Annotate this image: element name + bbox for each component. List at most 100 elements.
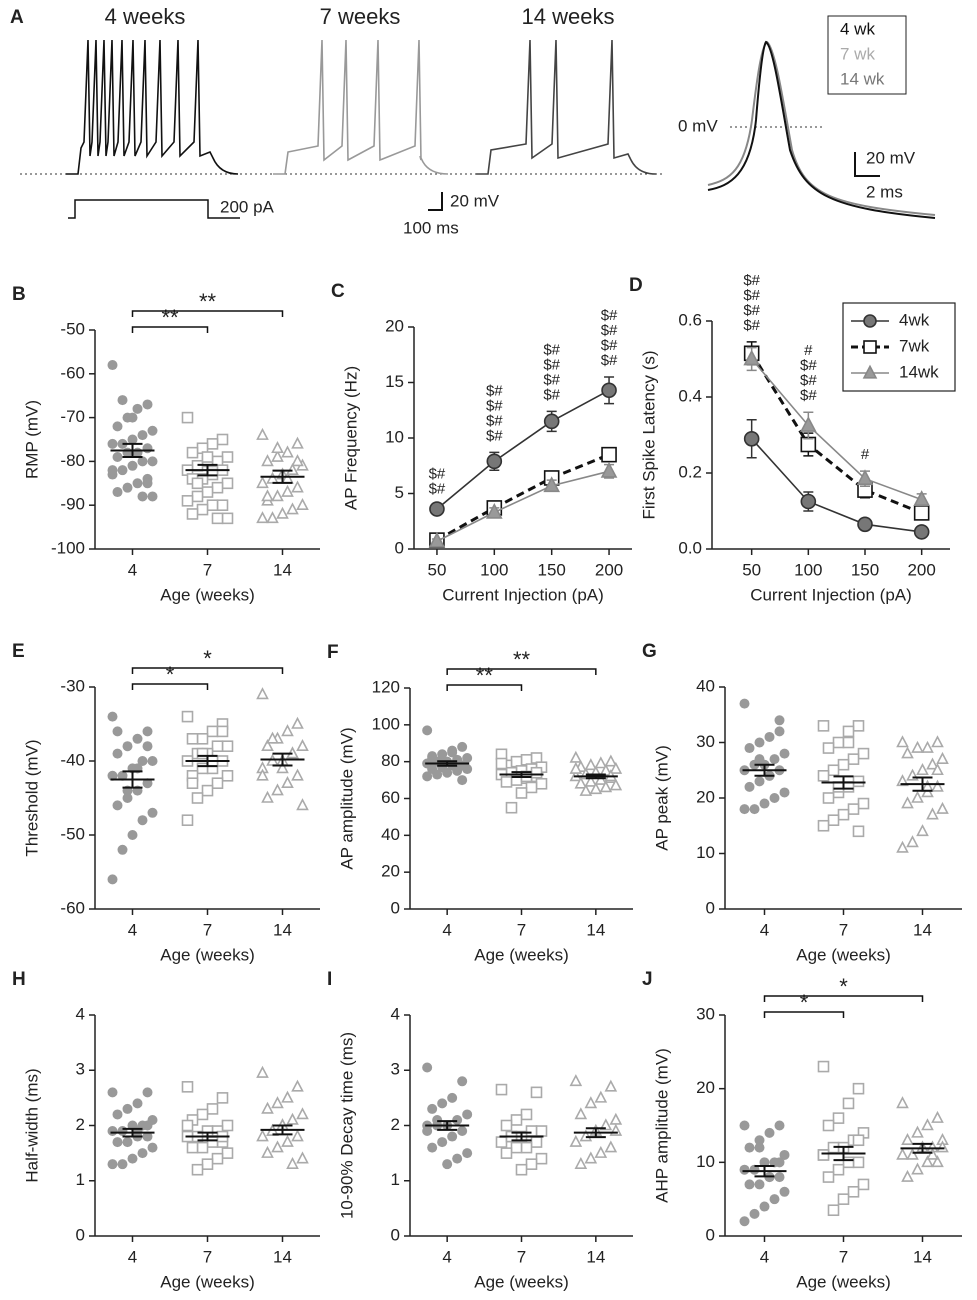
point — [754, 776, 765, 787]
error-bar — [511, 771, 532, 778]
point — [112, 1137, 123, 1148]
point — [201, 486, 214, 498]
point — [291, 454, 304, 467]
point — [422, 771, 433, 782]
point — [142, 741, 153, 752]
point — [569, 750, 583, 763]
point — [931, 1110, 944, 1123]
point — [609, 1112, 623, 1125]
point — [201, 784, 214, 797]
point — [594, 1090, 608, 1103]
point — [906, 835, 919, 848]
error-bar — [197, 1131, 218, 1142]
y-tick-label: 0 — [395, 538, 404, 557]
y-tick-label: 60 — [381, 788, 400, 807]
point — [271, 449, 284, 462]
legend-box — [827, 15, 907, 95]
point — [574, 776, 588, 789]
point — [926, 807, 939, 820]
point — [186, 732, 199, 745]
y-tick-label: 2 — [391, 1115, 400, 1134]
significance-label: $# — [800, 357, 817, 374]
point — [137, 1148, 148, 1159]
point — [817, 819, 830, 832]
point — [604, 754, 618, 767]
point — [107, 360, 118, 371]
significance-bracket — [446, 668, 597, 675]
x-axis-label: Current Injection (pA) — [442, 585, 604, 604]
series-line — [750, 352, 923, 515]
point — [800, 493, 817, 510]
y-tick-label: 30 — [696, 732, 715, 751]
legend-entry: 7 wk — [840, 44, 875, 63]
y-tick-label: 0 — [76, 1225, 85, 1244]
point — [827, 1204, 840, 1217]
y-tick-label: 0 — [706, 898, 715, 917]
error-bar — [272, 1124, 293, 1136]
scale-label: 2 ms — [866, 182, 903, 201]
point — [112, 800, 123, 811]
significance-label: $# — [743, 287, 760, 304]
point — [122, 1137, 133, 1148]
point — [916, 824, 929, 837]
point — [754, 1179, 765, 1190]
point — [764, 731, 775, 742]
significance-label: $# — [601, 352, 618, 369]
ap-trace — [707, 40, 936, 216]
point — [281, 1090, 294, 1103]
point — [137, 430, 148, 441]
y-tick-label: -40 — [60, 750, 85, 769]
point — [822, 1171, 835, 1183]
point — [181, 1081, 194, 1093]
point — [271, 489, 284, 502]
point — [261, 738, 274, 751]
y-tick-label: 120 — [372, 677, 400, 696]
significance-label: $# — [800, 372, 817, 389]
point — [510, 1114, 523, 1126]
point — [931, 735, 944, 748]
point — [117, 1126, 128, 1137]
y-axis-label: AHP amplitude (mV) — [652, 1048, 671, 1203]
point — [142, 1087, 153, 1098]
point — [216, 1092, 229, 1104]
point — [852, 775, 865, 788]
point — [201, 1158, 214, 1170]
point — [186, 1141, 199, 1154]
panel: G AP peak (mV) Age (weeks) 0 10 20 30 40 4 7 14 — [642, 641, 962, 964]
point — [107, 1159, 118, 1170]
error-bar — [833, 1145, 854, 1162]
point — [827, 764, 840, 777]
x-tick-label: 7 — [517, 920, 526, 939]
y-tick-label: 20 — [696, 787, 715, 806]
point — [142, 1120, 153, 1131]
point — [286, 462, 299, 475]
error-bar — [585, 773, 606, 780]
point — [921, 1118, 934, 1131]
point — [594, 1145, 608, 1158]
error-bar — [754, 1165, 775, 1178]
significance-label: $# — [543, 341, 560, 358]
point — [122, 741, 133, 752]
error-bar — [833, 775, 854, 790]
legend-entry: 7wk — [899, 336, 930, 355]
point — [147, 491, 158, 502]
series-line — [436, 389, 610, 510]
significance-label: $# — [486, 427, 503, 444]
panel: C AP Frequency (Hz) Current Injection (pA)… — [331, 281, 632, 604]
significance-label: $# — [743, 302, 760, 319]
scale-label: 100 ms — [403, 218, 459, 237]
point — [142, 443, 153, 454]
y-tick-label: 0 — [391, 1225, 400, 1244]
point — [774, 726, 785, 737]
point — [911, 740, 924, 753]
significance-label: * — [203, 646, 212, 671]
panel: H Half-width (ms) Age (weeks) 0 1 2 3 4 4 7 14 — [12, 969, 320, 1291]
error-bar — [122, 442, 143, 459]
point — [769, 793, 780, 803]
significance-label: * — [166, 662, 175, 687]
significance-bracket — [131, 683, 209, 690]
point — [452, 1114, 463, 1125]
point — [221, 1147, 234, 1159]
point — [584, 1096, 598, 1109]
error-bar — [197, 754, 218, 768]
